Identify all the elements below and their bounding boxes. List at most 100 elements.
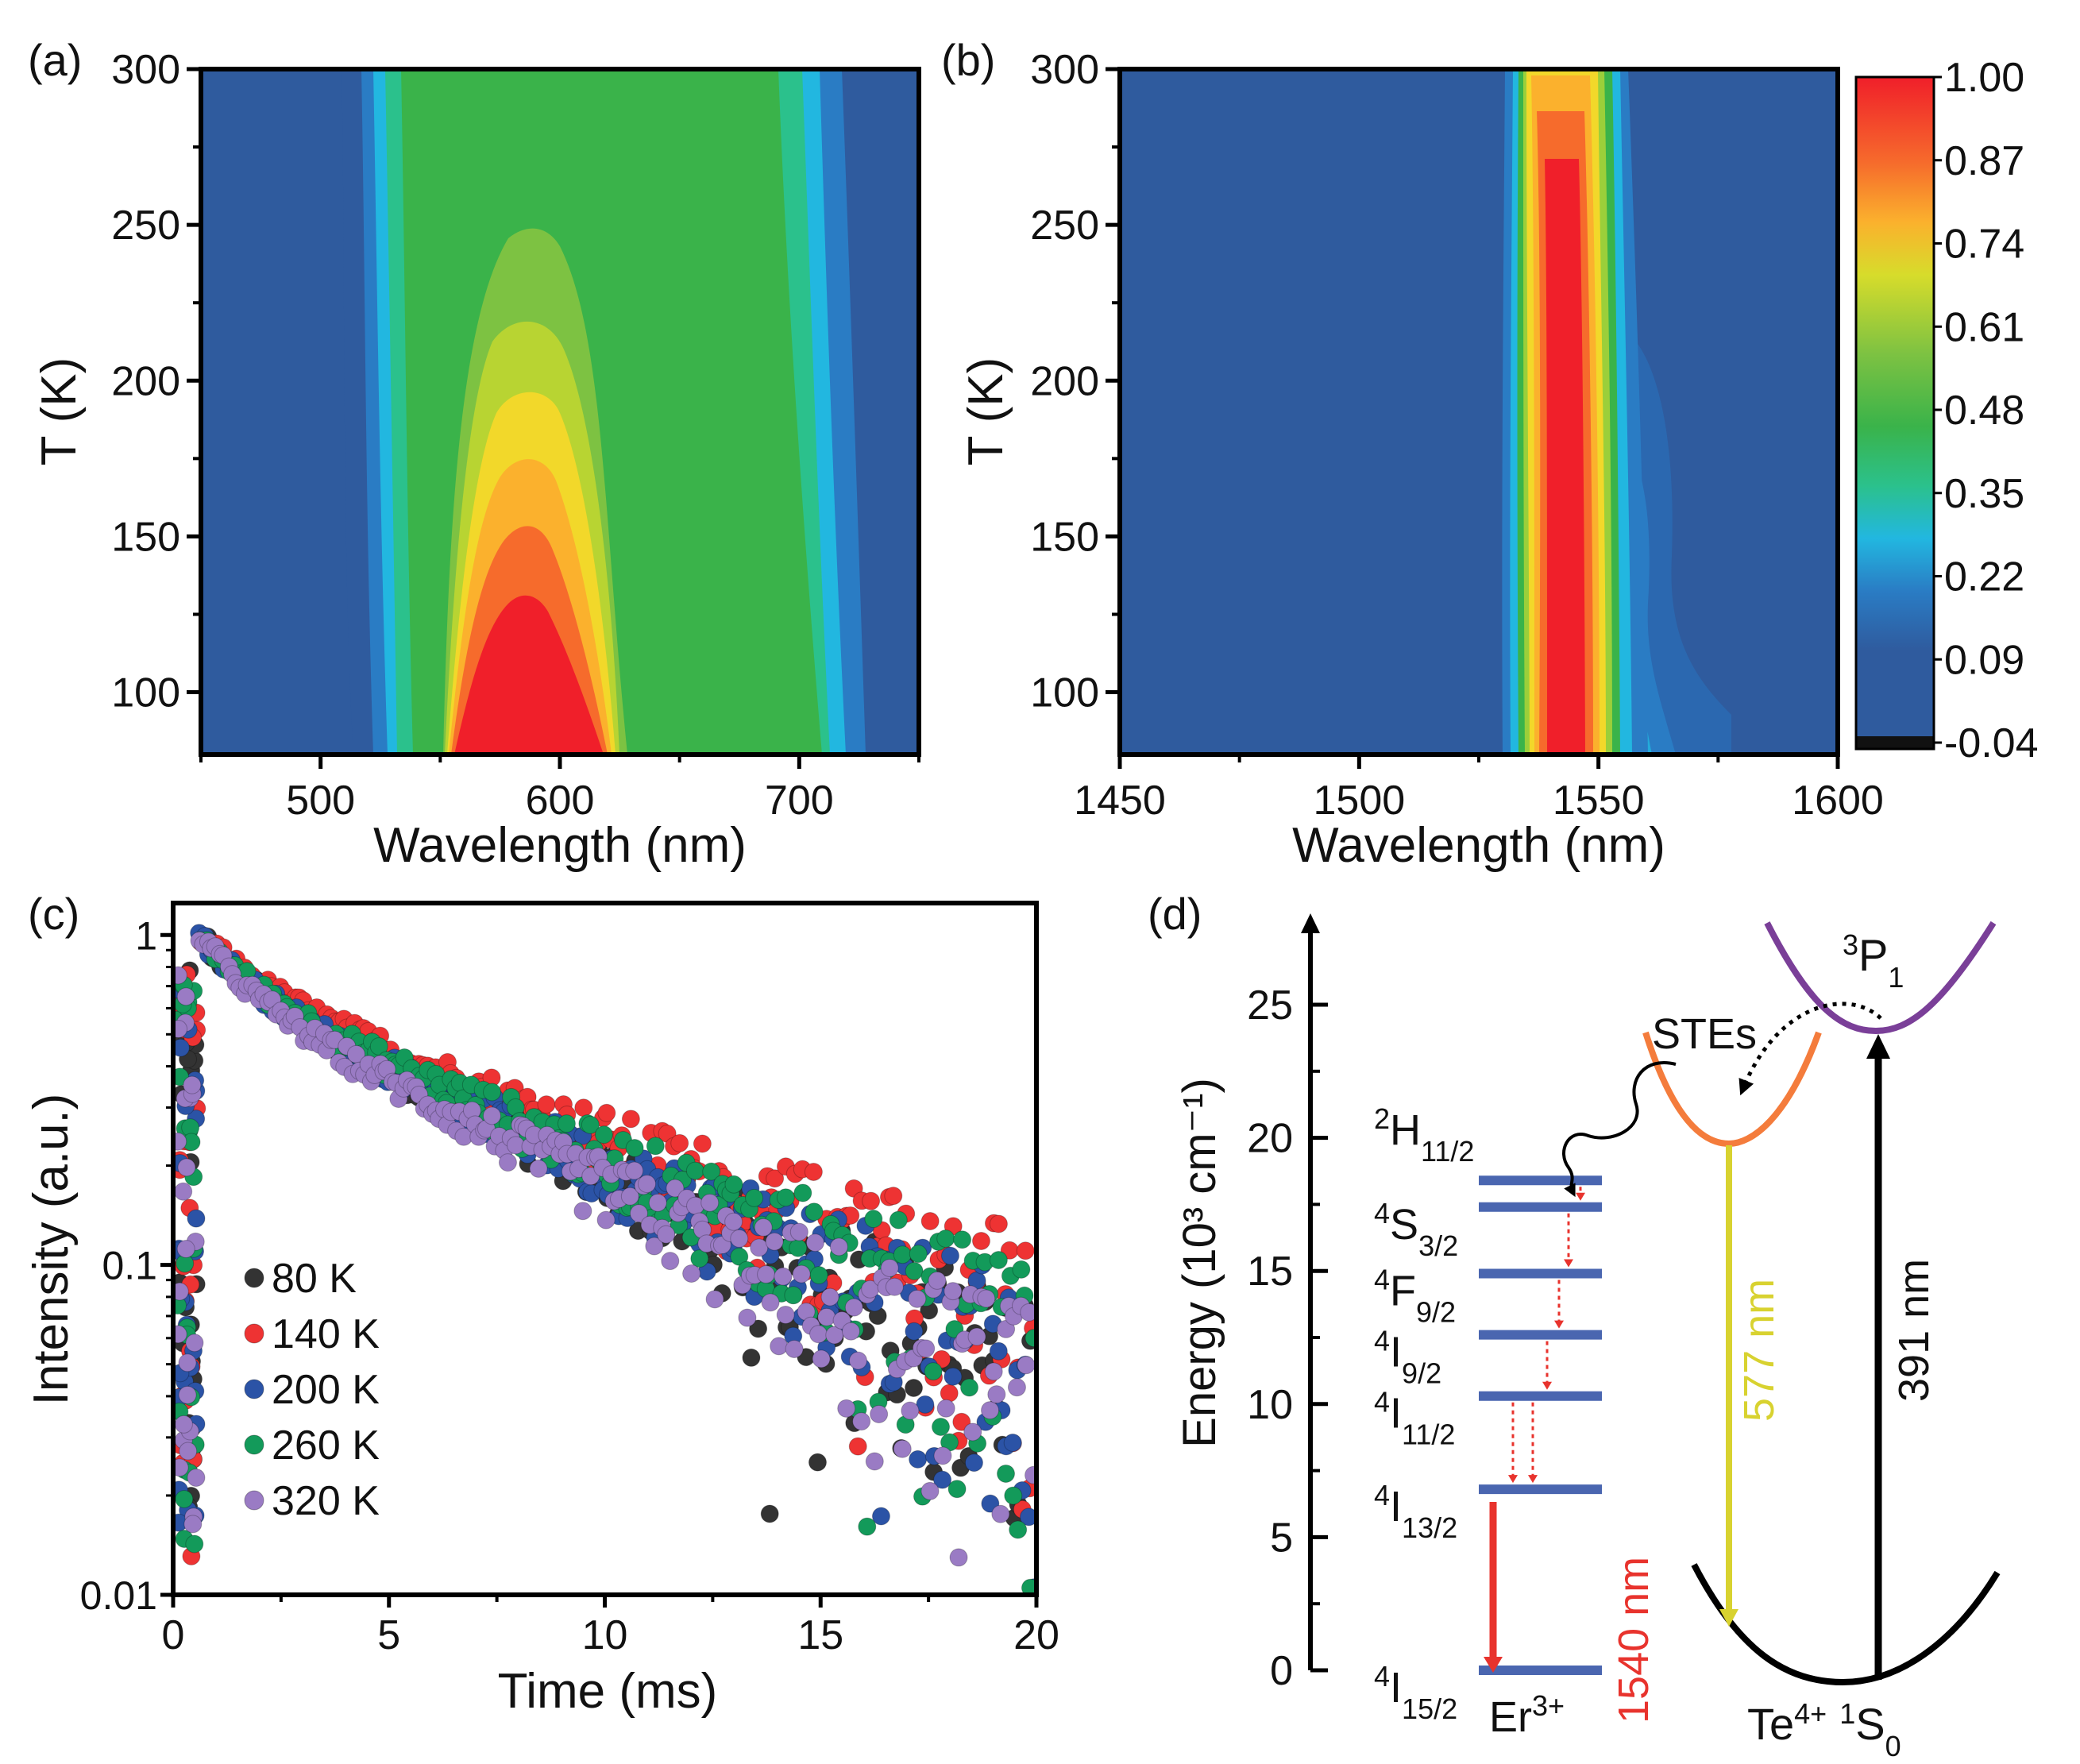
x-tick-label-0: 1450 xyxy=(1074,778,1166,824)
point-320-K xyxy=(730,1229,749,1248)
point-320-K xyxy=(661,1252,680,1271)
legend-marker-3 xyxy=(244,1434,264,1455)
point-200-K xyxy=(989,1341,1008,1361)
point-320-K xyxy=(173,966,187,985)
point-260-K xyxy=(889,1210,908,1229)
point-200-K xyxy=(944,1367,963,1386)
panel-a-heatmap xyxy=(201,69,919,755)
legend-label-2: 200 K xyxy=(272,1367,380,1413)
point-320-K xyxy=(852,1412,871,1431)
point-320-K xyxy=(1020,1303,1036,1322)
point-320-K xyxy=(820,1287,839,1307)
y-tick-label-3: 250 xyxy=(1030,203,1099,249)
point-260-K xyxy=(858,1517,877,1536)
energy-tick-label-1: 5 xyxy=(1270,1515,1293,1561)
point-320-K xyxy=(173,1020,188,1039)
panel-a: (a) 500 600 700 100 150 200 250 300 Wavelength … xyxy=(28,35,921,873)
panel-c-label: (c) xyxy=(28,889,79,939)
point-320-K xyxy=(792,1264,811,1283)
panel-d-ylabel: Energy (10³ cm⁻¹) xyxy=(1174,1078,1225,1448)
ground-state-label: Te4+ 1S0 xyxy=(1747,1697,1901,1762)
point-140-K xyxy=(920,1212,940,1231)
colorbar-tick-label-3: 0.61 xyxy=(1944,304,2024,350)
y-tick-label-2: 200 xyxy=(1030,358,1099,404)
point-320-K xyxy=(967,1327,986,1346)
point-260-K xyxy=(953,1230,972,1249)
point-320-K xyxy=(638,1175,657,1194)
x-tick-label-2: 700 xyxy=(765,778,834,824)
er-level-term: I xyxy=(1390,1483,1402,1530)
point-320-K xyxy=(917,1339,936,1358)
point-320-K xyxy=(174,1415,193,1434)
point-320-K xyxy=(1025,1465,1036,1484)
point-140-K xyxy=(862,1191,881,1210)
point-260-K xyxy=(789,1238,808,1257)
panel-c-ylabel: Intensity (a.u.) xyxy=(24,1094,79,1406)
er-level-j: 11/2 xyxy=(1421,1135,1474,1168)
point-320-K xyxy=(865,1452,884,1471)
point-260-K xyxy=(960,1378,979,1397)
legend-marker-4 xyxy=(244,1490,264,1511)
point-320-K xyxy=(1017,1356,1036,1375)
point-320-K xyxy=(776,1305,795,1324)
x-tick-label-0: 500 xyxy=(286,778,355,824)
point-260-K xyxy=(1021,1578,1036,1595)
panel-c-legend: 80 K 140 K 200 K 260 K 320 K xyxy=(244,1256,380,1524)
point-200-K xyxy=(964,1453,983,1473)
er-level-j: 13/2 xyxy=(1402,1511,1457,1544)
point-260-K xyxy=(581,1115,600,1134)
point-320-K xyxy=(785,1339,804,1358)
point-320-K xyxy=(949,1548,968,1567)
point-260-K xyxy=(369,1036,388,1056)
ste-potential-curve xyxy=(1642,1031,1822,1148)
er-level-j: 3/2 xyxy=(1418,1229,1458,1261)
panel-c-points xyxy=(173,924,1036,1595)
a-band-peak xyxy=(454,595,604,755)
legend-marker-1 xyxy=(244,1323,264,1344)
point-260-K xyxy=(936,1229,955,1248)
point-140-K xyxy=(574,1098,593,1117)
point-320-K xyxy=(750,1238,769,1257)
legend-label-4: 320 K xyxy=(272,1478,380,1524)
point-320-K xyxy=(700,1193,720,1212)
point-260-K xyxy=(932,1418,951,1437)
y-tick-label-4: 300 xyxy=(111,47,180,93)
er-level-term: I xyxy=(1390,1329,1402,1376)
y-tick-label-0: 100 xyxy=(1030,670,1099,716)
er-level-j: 15/2 xyxy=(1402,1693,1457,1725)
panel-d-energy-axis: 0 5 10 15 20 25 xyxy=(1247,913,1328,1694)
nonrad-arrowhead xyxy=(1576,1192,1585,1201)
point-260-K xyxy=(924,1362,943,1381)
nonrad-arrowhead xyxy=(1528,1475,1538,1484)
point-200-K xyxy=(1003,1434,1022,1453)
point-320-K xyxy=(848,1351,867,1370)
point-200-K xyxy=(905,1322,924,1341)
excitation-label: 391 nm xyxy=(1890,1259,1938,1402)
point-320-K xyxy=(933,1446,952,1465)
point-320-K xyxy=(977,1289,996,1308)
nonrad-arrowhead xyxy=(1564,1259,1573,1268)
point-260-K xyxy=(1004,1486,1023,1505)
point-260-K xyxy=(724,1175,743,1194)
point-260-K xyxy=(905,1261,924,1280)
point-260-K xyxy=(730,1247,749,1266)
er-level-term: I xyxy=(1390,1664,1402,1712)
point-320-K xyxy=(645,1237,664,1256)
point-260-K xyxy=(784,1286,803,1305)
point-320-K xyxy=(173,1132,187,1151)
point-200-K xyxy=(916,1395,935,1414)
point-320-K xyxy=(174,1182,193,1201)
energy-tick-label-0: 0 xyxy=(1270,1648,1293,1694)
y-tick-label-1: 150 xyxy=(1030,514,1099,560)
point-260-K xyxy=(1009,1520,1028,1539)
point-320-K xyxy=(705,1290,724,1309)
point-320-K xyxy=(629,1204,648,1223)
point-140-K xyxy=(884,1187,903,1206)
energy-tick-label-2: 10 xyxy=(1247,1382,1293,1428)
panel-a-axes: 500 600 700 100 150 200 250 300 xyxy=(111,47,920,824)
point-320-K xyxy=(1007,1378,1026,1397)
point-200-K xyxy=(933,1470,952,1489)
point-320-K xyxy=(908,1289,927,1308)
